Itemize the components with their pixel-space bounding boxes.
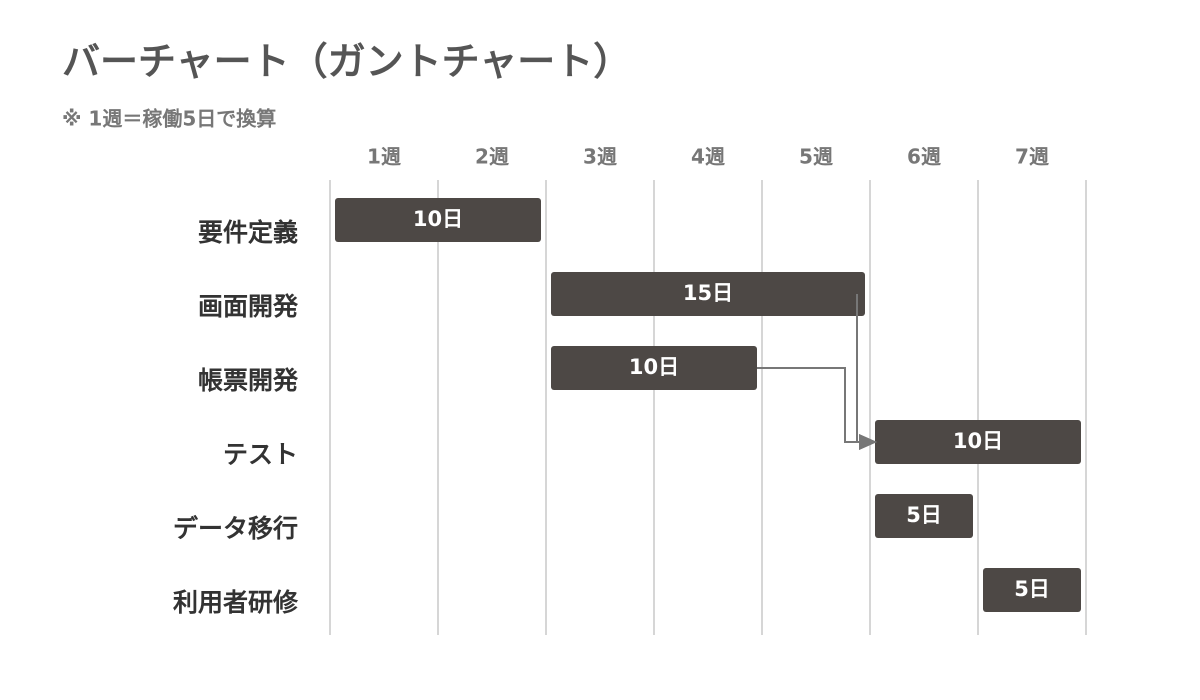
week-label: 6週 [907, 145, 941, 169]
bar-label: 5日 [1014, 577, 1050, 601]
week-label: 3週 [583, 145, 617, 169]
task-label: 帳票開発 [198, 366, 299, 395]
week-label: 7週 [1015, 145, 1049, 169]
bar-label: 5日 [906, 503, 942, 527]
week-label: 1週 [367, 145, 401, 169]
dependency-arrow [856, 294, 877, 450]
bar-label: 15日 [683, 281, 733, 305]
bar [551, 272, 865, 316]
bar [551, 346, 757, 390]
task-label: データ移行 [173, 514, 298, 543]
task-label: 利用者研修 [173, 588, 299, 617]
bar-label: 10日 [413, 207, 463, 231]
bar [983, 568, 1081, 612]
dependency-arrow [757, 367, 877, 450]
bar [335, 198, 541, 242]
week-label: 5週 [799, 145, 833, 169]
bar-label: 10日 [953, 429, 1003, 453]
task-label: テスト [223, 440, 298, 469]
task-label: 要件定義 [198, 218, 298, 247]
chart-title: バーチャート（ガントチャート） [62, 40, 631, 84]
chart-subtitle: ※ 1週＝稼働5日で換算 [62, 107, 276, 131]
bar-label: 10日 [629, 355, 679, 379]
task-label: 画面開発 [198, 292, 299, 321]
week-label: 2週 [475, 145, 509, 169]
bar [875, 494, 973, 538]
bar [875, 420, 1081, 464]
week-label: 4週 [691, 145, 725, 169]
